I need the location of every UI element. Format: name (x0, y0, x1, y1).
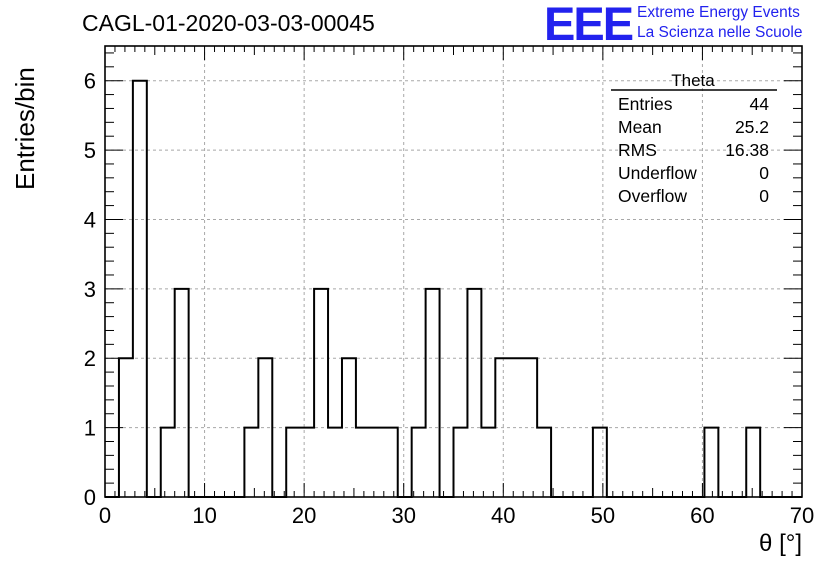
x-tick-label: 10 (192, 503, 216, 528)
histogram-bin (258, 358, 272, 497)
stats-value: 0 (759, 186, 769, 206)
histogram-bin (244, 428, 258, 497)
histogram-bin (370, 428, 384, 497)
stats-value: 44 (750, 94, 770, 114)
histogram-bin (537, 428, 551, 497)
histogram-bin (328, 428, 342, 497)
histogram-bin (454, 428, 468, 497)
y-tick-label: 1 (84, 416, 96, 441)
axis-ticks (104, 46, 803, 498)
histogram-bin (593, 428, 607, 497)
histogram-bin (161, 428, 175, 497)
x-axis-label: θ [°] (759, 530, 802, 557)
x-tick-label: 60 (690, 503, 714, 528)
histogram-bin (175, 289, 189, 497)
stats-value: 16.38 (725, 140, 769, 160)
histogram-bin (704, 428, 718, 497)
x-tick-label: 50 (591, 503, 615, 528)
stats-value: 0 (759, 163, 769, 183)
stats-label: Overflow (618, 186, 687, 206)
x-tick-label: 30 (391, 503, 415, 528)
stats-value: 25.2 (735, 117, 769, 137)
histogram-bin (384, 428, 398, 497)
histogram-bin (412, 428, 426, 497)
stats-label: Underflow (618, 163, 697, 183)
histogram-bin (133, 81, 147, 497)
tick-labels: 0 10 20 30 40 50 60 70 0 1 2 3 4 5 6 (84, 69, 814, 528)
stats-label: Mean (618, 117, 662, 137)
logo-line-2: La Scienza nelle Scuole (637, 24, 803, 41)
y-tick-label: 0 (84, 485, 96, 510)
logo-line-1: Extreme Energy Events (637, 4, 800, 21)
stats-box: Theta Entries 44 Mean 25.2 RMS 16.38 Underflow 0… (611, 71, 777, 206)
x-tick-label: 40 (491, 503, 515, 528)
histogram-bin (467, 289, 481, 497)
histogram-bin (356, 428, 370, 497)
histogram-bin (426, 289, 440, 497)
y-tick-label: 2 (84, 346, 96, 371)
y-tick-label: 4 (84, 207, 96, 232)
x-tick-label: 20 (292, 503, 316, 528)
y-tick-label: 6 (84, 69, 96, 94)
stats-title: Theta (671, 71, 715, 90)
y-tick-label: 3 (84, 277, 96, 302)
x-tick-label: 0 (99, 503, 111, 528)
histogram-bin (286, 428, 300, 497)
chart-title: CAGL-01-2020-03-03-00045 (82, 10, 375, 36)
histogram-bin (314, 289, 328, 497)
y-axis-label: Entries/bin (10, 67, 40, 190)
y-tick-label: 5 (84, 138, 96, 163)
stats-label: Entries (618, 94, 673, 114)
eee-logo: EEE (544, 0, 634, 50)
histogram-bin (300, 428, 314, 497)
histogram-bin (746, 428, 760, 497)
histogram-bin (481, 428, 495, 497)
stats-label: RMS (618, 140, 657, 160)
x-tick-label: 70 (790, 503, 814, 528)
